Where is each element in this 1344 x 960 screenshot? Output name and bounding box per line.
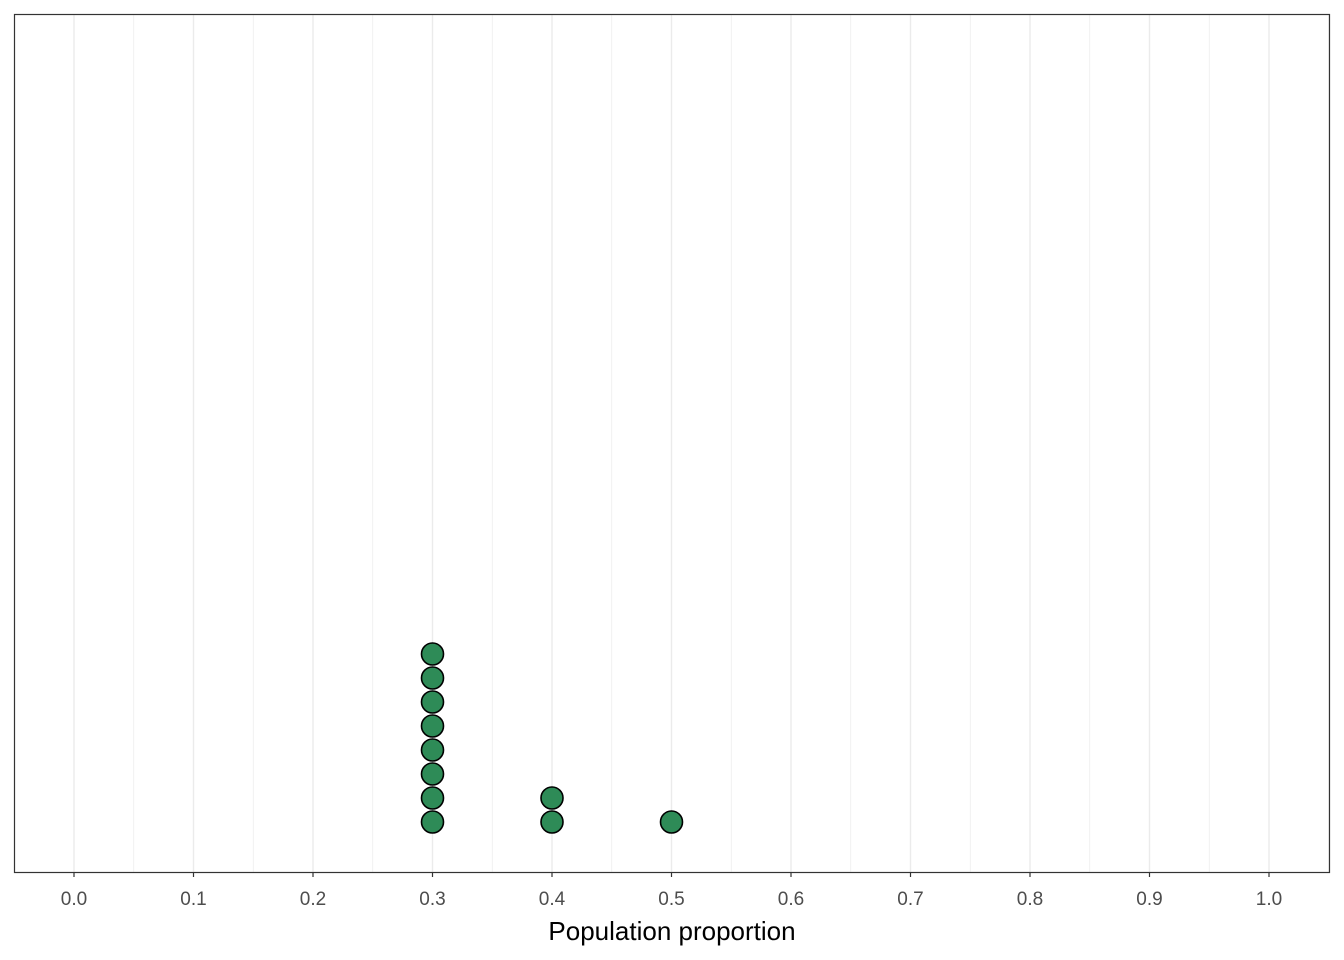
data-point <box>420 690 445 714</box>
data-point <box>540 810 564 834</box>
x-tick-label: 0.4 <box>539 889 566 910</box>
data-point <box>420 738 445 762</box>
data-point <box>659 810 684 834</box>
x-tick-label: 1.0 <box>1256 889 1282 910</box>
x-tick-label: 0.9 <box>1136 889 1162 910</box>
x-tick-label: 0.8 <box>1017 889 1043 910</box>
x-axis-ticks: 0.0 0.1 0.2 0.3 0.4 0.5 0.6 0.7 0.8 0.9 1.0 <box>61 872 1282 910</box>
data-point <box>420 642 445 666</box>
data-points <box>420 642 684 834</box>
x-tick-label: 0.1 <box>180 889 206 910</box>
x-tick-label: 0.3 <box>419 889 445 910</box>
x-axis-title: Population proportion <box>548 916 795 946</box>
data-point <box>420 762 445 786</box>
x-tick-label: 0.6 <box>778 889 804 910</box>
grid-lines <box>73 15 1330 872</box>
data-point <box>420 666 445 690</box>
data-point <box>420 786 445 810</box>
x-tick-label: 0.0 <box>61 889 87 910</box>
data-point <box>420 714 445 738</box>
x-tick-label: 0.7 <box>897 889 923 910</box>
data-point <box>540 786 564 810</box>
x-tick-label: 0.2 <box>300 889 326 910</box>
data-point <box>420 810 445 834</box>
x-tick-label: 0.5 <box>658 889 684 910</box>
